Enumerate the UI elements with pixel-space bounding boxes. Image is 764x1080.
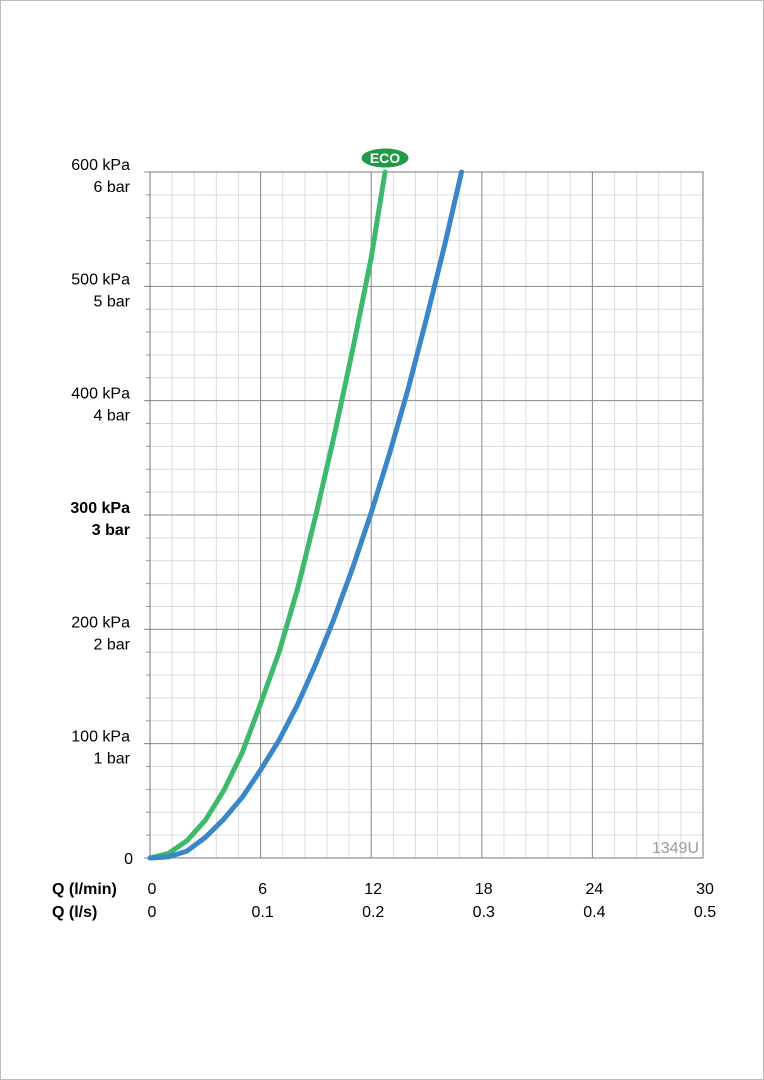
y-tick-sublabel: 5 bar [94,293,131,310]
y-tick-label: 0 [124,851,133,868]
x-tick-label: 6 [258,881,267,898]
y-tick-sublabel: 3 bar [92,522,130,539]
x2-tick-label: 0.4 [583,904,605,921]
x2-tick-label: 0 [148,904,157,921]
watermark: 1349U [652,840,699,857]
series-label: ECO [370,150,400,166]
plot-border [149,171,704,859]
curve [147,169,465,861]
x-tick-label: 12 [364,881,382,898]
y-tick-label: 400 kPa [71,386,130,403]
y-tick-label: 300 kPa [70,500,130,517]
x-axis-label: Q (l/min) [52,881,117,898]
x2-tick-label: 0.3 [473,904,495,921]
y-tick-sublabel: 2 bar [94,636,131,653]
x-tick-label: 24 [586,881,604,898]
y-tick-label: 600 kPa [71,157,130,174]
x-tick-label: 0 [148,881,157,898]
x2-tick-label: 0.1 [251,904,273,921]
x2-tick-label: 0.2 [362,904,384,921]
y-tick-label: 200 kPa [71,614,130,631]
x-tick-label: 30 [696,881,714,898]
y-tick-label: 100 kPa [71,729,130,746]
y-tick-sublabel: 1 bar [94,751,131,768]
y-tick-sublabel: 6 bar [94,179,131,196]
x2-axis-label: Q (l/s) [52,904,97,921]
y-tick-sublabel: 4 bar [94,408,131,425]
x-tick-label: 18 [475,881,493,898]
curve [147,169,388,861]
eco-badge [360,147,410,169]
x2-tick-label: 0.5 [694,904,716,921]
y-tick-label: 500 kPa [71,271,130,288]
